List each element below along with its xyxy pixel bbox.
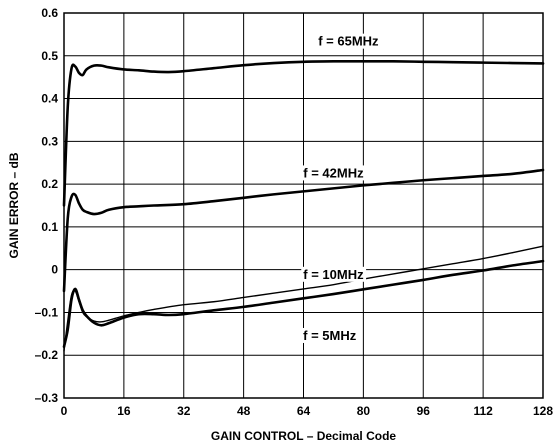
y-tick-label: –0.2: [35, 348, 59, 362]
series-line-f-5mhz: [62, 259, 545, 348]
y-tick-labels: –0.3 –0.2 –0.1 0 0.1 0.2 0.3 0.4 0.5 0.6: [35, 6, 59, 405]
x-tick-label: 96: [417, 404, 431, 418]
x-axis-label: GAIN CONTROL – Decimal Code: [211, 429, 396, 443]
series-lines: [62, 60, 545, 352]
series-annotation: f = 65MHz: [318, 34, 379, 49]
annotation-background: [301, 165, 367, 181]
annotation-background: [301, 327, 359, 343]
x-tick-label: 32: [177, 404, 191, 418]
x-tick-label: 0: [61, 404, 68, 418]
y-tick-label: 0.3: [41, 134, 58, 148]
x-tick-label: 16: [117, 404, 131, 418]
x-tick-label: 64: [297, 404, 311, 418]
series-line-f-65mhz: [62, 60, 545, 207]
y-tick-label: 0.4: [41, 92, 58, 106]
y-tick-label: 0.5: [41, 49, 58, 63]
x-tick-label: 112: [473, 404, 493, 418]
y-tick-label: 0: [51, 263, 58, 277]
annotation-background: [316, 33, 382, 49]
series-annotation: f = 42MHz: [303, 165, 364, 180]
x-tick-label: 80: [357, 404, 371, 418]
y-tick-label: 0.2: [41, 177, 58, 191]
annotation-background: [301, 266, 367, 282]
series-annotation: f = 5MHz: [303, 328, 357, 343]
series-line-f-42mhz: [62, 168, 545, 293]
y-axis-label: GAIN ERROR – dB: [7, 152, 21, 258]
x-tick-label: 128: [533, 404, 553, 418]
series-annotation: f = 10MHz: [303, 267, 364, 282]
y-tick-label: –0.3: [35, 391, 59, 405]
y-tick-label: 0.6: [41, 6, 58, 20]
series-annotations: f = 65MHz f = 42MHz f = 10MHz f = 5MHz: [301, 33, 382, 343]
y-tick-label: 0.1: [41, 220, 58, 234]
x-tick-labels: 0 16 32 48 64 80 96 112 128: [61, 404, 554, 418]
y-tick-label: –0.1: [35, 305, 59, 319]
plot-frame: [63, 12, 544, 399]
x-tick-label: 48: [237, 404, 251, 418]
grid: [64, 13, 543, 398]
